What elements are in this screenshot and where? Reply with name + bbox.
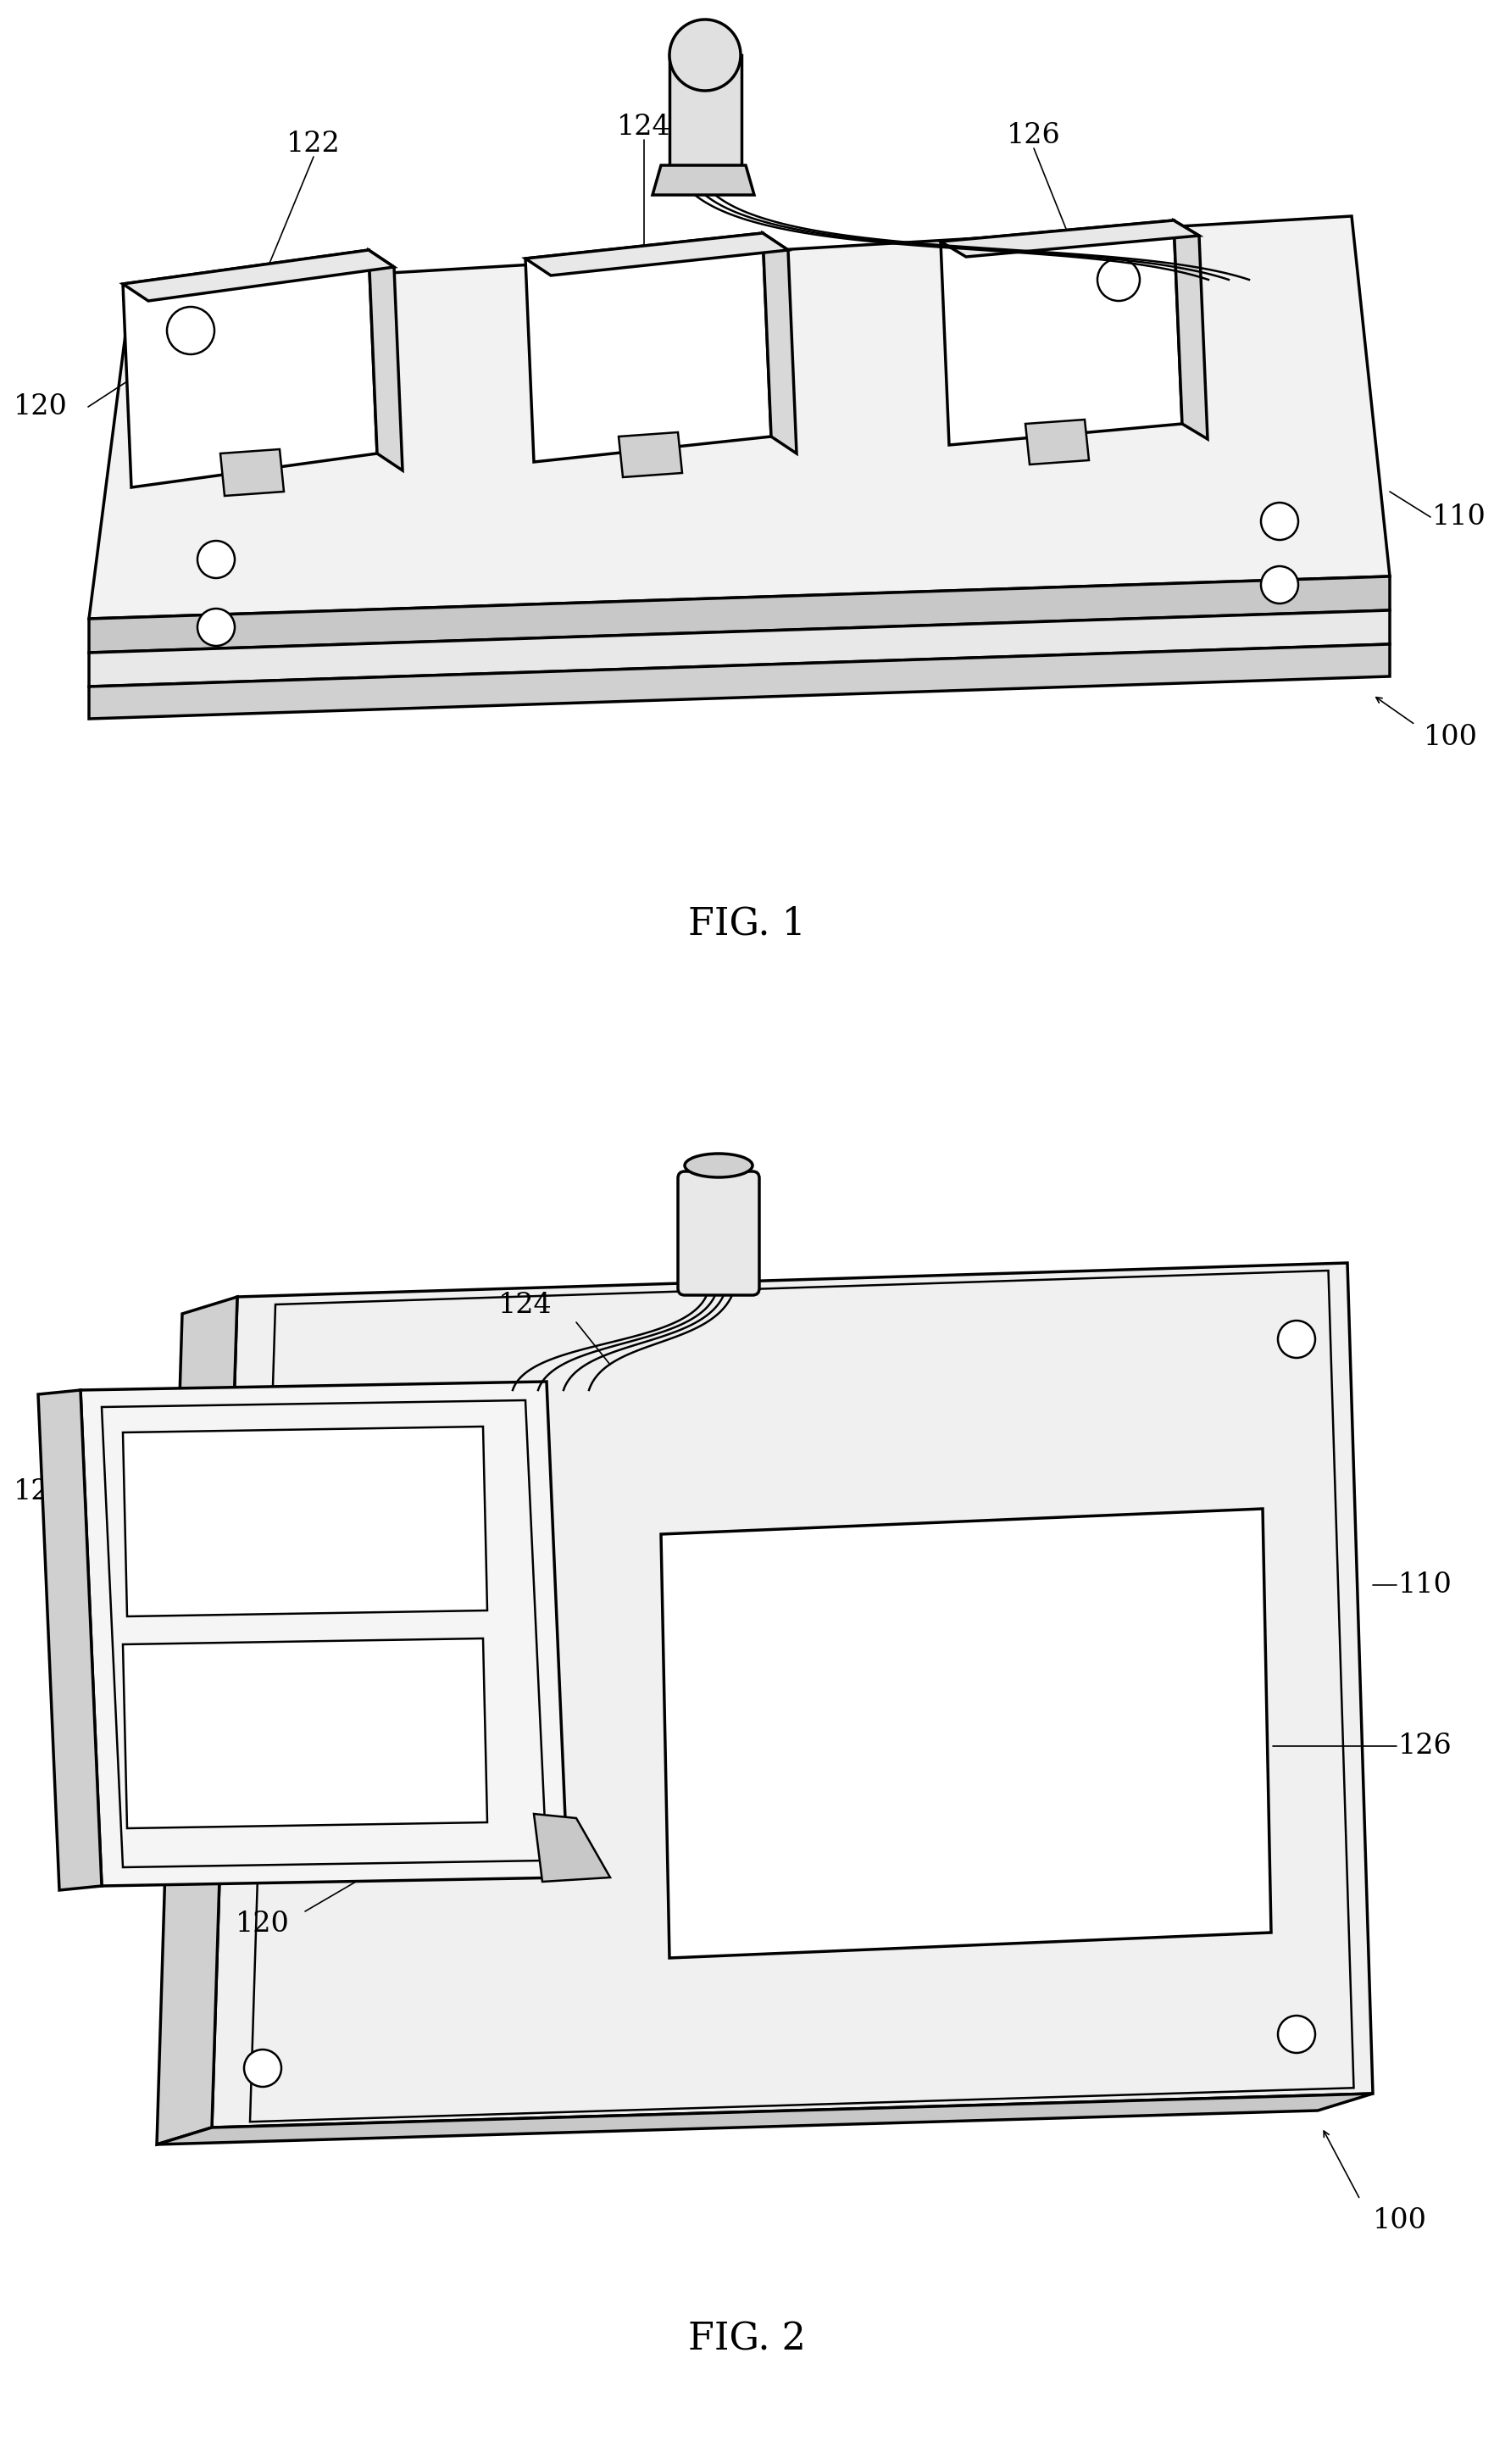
Polygon shape [653,165,754,195]
Circle shape [244,2050,281,2087]
Circle shape [669,20,741,91]
Polygon shape [212,1264,1373,2126]
Text: 120: 120 [236,1910,290,1937]
Polygon shape [90,611,1389,687]
Text: 122: 122 [13,1478,67,1506]
Text: 126: 126 [1007,123,1061,150]
Polygon shape [123,249,376,488]
Text: 110: 110 [1398,1572,1452,1599]
Polygon shape [526,234,789,276]
Polygon shape [123,1427,487,1616]
Polygon shape [123,1639,487,1828]
Polygon shape [39,1390,102,1890]
Circle shape [1261,567,1298,604]
Circle shape [197,540,235,579]
Polygon shape [660,1508,1271,1959]
Polygon shape [941,219,1200,256]
Polygon shape [1025,419,1089,466]
Polygon shape [369,249,402,471]
Circle shape [167,308,215,355]
Polygon shape [669,54,741,165]
Polygon shape [90,577,1389,653]
Polygon shape [533,1814,610,1882]
Ellipse shape [684,1153,753,1178]
Polygon shape [123,249,394,301]
Circle shape [1261,503,1298,540]
Text: FIG. 2: FIG. 2 [687,2321,805,2358]
Text: 124: 124 [499,1291,553,1318]
Text: 120: 120 [13,394,67,421]
Polygon shape [157,1296,238,2144]
Polygon shape [762,234,796,453]
Text: 124: 124 [617,113,671,140]
Polygon shape [526,234,771,461]
Text: 126: 126 [1398,1732,1452,1759]
Polygon shape [90,643,1389,719]
Polygon shape [157,2094,1373,2144]
Polygon shape [1174,219,1207,439]
Text: 122: 122 [287,131,341,158]
Text: FIG. 1: FIG. 1 [687,907,805,941]
Polygon shape [941,219,1182,446]
Polygon shape [90,217,1389,618]
Polygon shape [81,1382,568,1885]
Circle shape [197,609,235,646]
Text: 100: 100 [1373,2208,1427,2235]
Text: 100: 100 [1424,724,1478,752]
Circle shape [1277,1321,1315,1358]
Circle shape [1277,2016,1315,2053]
FancyBboxPatch shape [678,1170,759,1296]
Text: 110: 110 [1433,503,1487,530]
Circle shape [1098,259,1140,301]
Polygon shape [220,448,284,495]
Polygon shape [619,431,683,478]
